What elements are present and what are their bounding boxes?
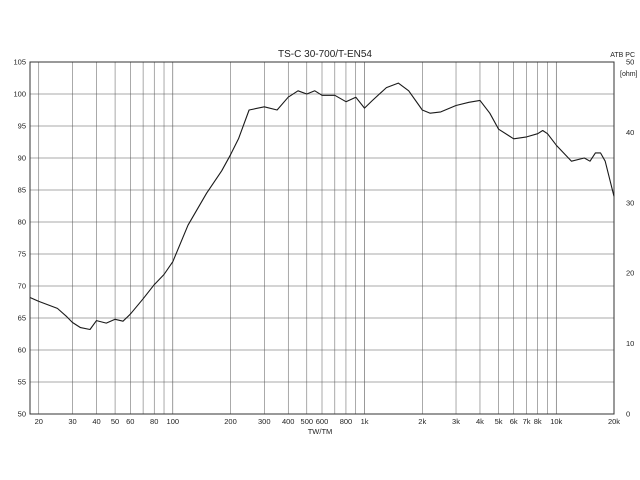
y2-tick-label: 40 bbox=[626, 128, 634, 137]
y-tick-label: 50 bbox=[18, 410, 26, 419]
x-tick-label: 500 bbox=[301, 417, 314, 426]
y-tick-label: 55 bbox=[18, 378, 26, 387]
y2-tick-label: 10 bbox=[626, 339, 634, 348]
x-tick-label: 800 bbox=[340, 417, 353, 426]
y-tick-label: 100 bbox=[13, 90, 26, 99]
x-tick-label: 1k bbox=[361, 417, 369, 426]
x-tick-label: 3k bbox=[452, 417, 460, 426]
y-tick-label: 90 bbox=[18, 154, 26, 163]
grid bbox=[30, 61, 615, 415]
x-tick-label: 30 bbox=[68, 417, 76, 426]
y2-tick-label: 50 bbox=[626, 58, 634, 67]
x-tick-label: 20k bbox=[608, 417, 620, 426]
x-tick-label: 8k bbox=[534, 417, 542, 426]
plot-frame bbox=[29, 61, 615, 415]
x-tick-label: 200 bbox=[224, 417, 237, 426]
x-tick-label: 4k bbox=[476, 417, 484, 426]
x-tick-label: 6k bbox=[510, 417, 518, 426]
y-tick-label: 60 bbox=[18, 346, 26, 355]
y-tick-label: 70 bbox=[18, 282, 26, 291]
y-tick-label: 105 bbox=[13, 58, 26, 67]
y2-tick-label: 0 bbox=[626, 410, 630, 419]
tick-labels: 20 30 40 50 60 80 100 200 300 400 500 600 800 1k 2k 3k 4… bbox=[13, 58, 634, 427]
y2-tick-label: 30 bbox=[626, 198, 634, 207]
x-tick-label: 600 bbox=[316, 417, 329, 426]
y-tick-label: 75 bbox=[18, 250, 26, 259]
chart-title: TS-C 30-700/T-EN54 bbox=[278, 49, 372, 60]
x-tick-label: 80 bbox=[150, 417, 158, 426]
x-axis-label: TW/TM bbox=[308, 427, 333, 436]
x-tick-label: 20 bbox=[35, 417, 43, 426]
x-tick-label: 60 bbox=[126, 417, 134, 426]
x-tick-label: 40 bbox=[92, 417, 100, 426]
corner-label: ATB PC bbox=[610, 52, 635, 59]
x-tick-label: 10k bbox=[550, 417, 562, 426]
x-tick-label: 400 bbox=[282, 417, 295, 426]
x-tick-label: 5k bbox=[495, 417, 503, 426]
x-tick-label: 2k bbox=[418, 417, 426, 426]
x-tick-label: 7k bbox=[523, 417, 531, 426]
response-curve bbox=[29, 82, 615, 331]
x-tick-label: 300 bbox=[258, 417, 271, 426]
y2-tick-label: 20 bbox=[626, 269, 634, 278]
y-tick-label: 65 bbox=[18, 314, 26, 323]
y-tick-label: 85 bbox=[18, 186, 26, 195]
x-tick-label: 50 bbox=[111, 417, 119, 426]
y-tick-label: 95 bbox=[18, 122, 26, 131]
y2-axis-label: [ohm] bbox=[620, 71, 638, 78]
y-tick-label: 80 bbox=[18, 218, 26, 227]
x-tick-label: 100 bbox=[167, 417, 180, 426]
